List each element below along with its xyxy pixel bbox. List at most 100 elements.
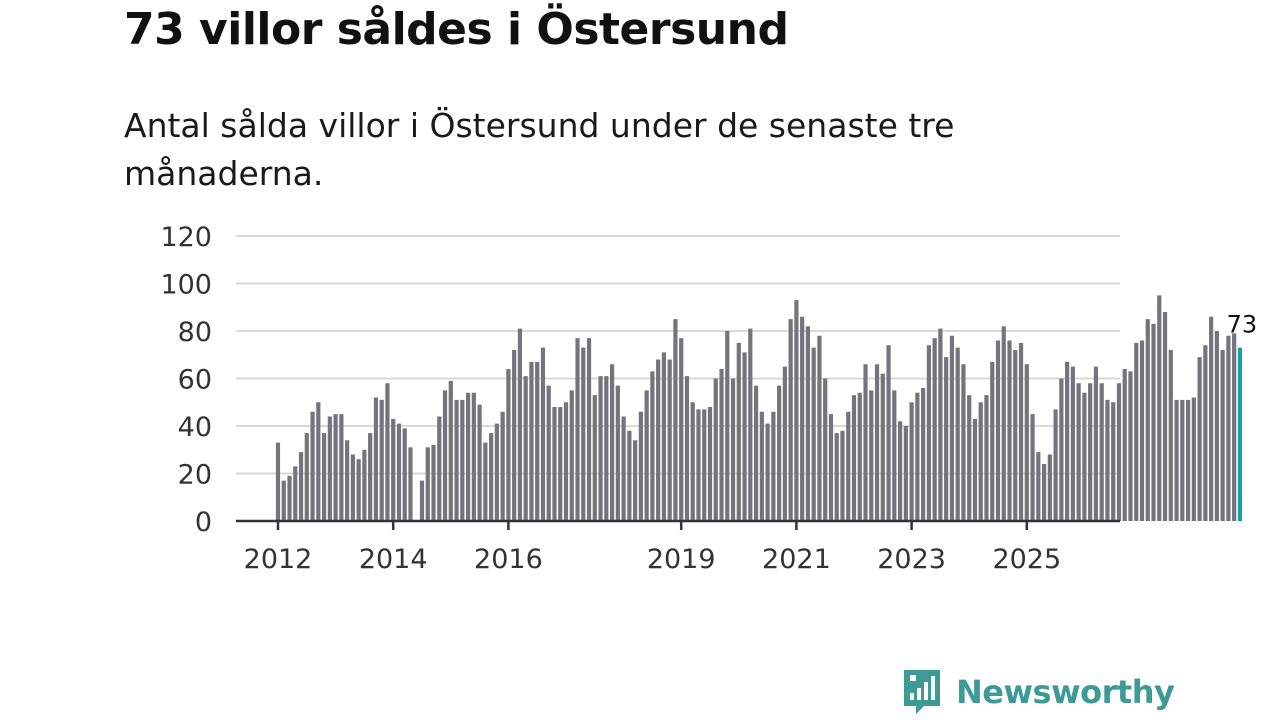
- bar: [598, 376, 603, 521]
- bar: [604, 376, 609, 521]
- bar: [1065, 361, 1070, 521]
- bar: [990, 361, 995, 521]
- bar: [846, 411, 851, 521]
- annotations: 73: [1227, 311, 1258, 339]
- bar: [592, 395, 597, 521]
- bar: [800, 316, 805, 521]
- bar: [932, 338, 937, 521]
- bar: [782, 366, 787, 521]
- bar: [897, 421, 903, 521]
- bar: [391, 418, 396, 521]
- bar: [1111, 402, 1116, 521]
- bar: [811, 347, 816, 521]
- y-axis-labels: 0 20 40 60 80 100 120: [160, 222, 212, 538]
- y-tick-label: 0: [195, 507, 212, 538]
- bar: [1024, 364, 1029, 521]
- bar: [1185, 399, 1191, 521]
- bar: [546, 385, 551, 521]
- bar: [650, 371, 655, 521]
- bar: [437, 416, 442, 521]
- x-axis: 2012 2014 2016 2019 2021 2023 2025: [236, 519, 1120, 575]
- bar: [563, 402, 569, 521]
- bar: [869, 390, 874, 521]
- bar: [719, 369, 724, 521]
- bar: [1070, 366, 1075, 521]
- bar: [333, 414, 338, 521]
- bar: [633, 440, 638, 521]
- bar: [765, 423, 770, 521]
- bar: [281, 480, 286, 521]
- bar: [345, 440, 350, 521]
- bar: [713, 378, 718, 521]
- bar: [419, 480, 425, 521]
- y-tick-label: 80: [178, 317, 212, 348]
- bar: [828, 414, 834, 521]
- bar: [949, 335, 955, 521]
- bar: [978, 402, 983, 521]
- bar: [552, 407, 557, 521]
- bar: [707, 407, 713, 521]
- bar: [454, 399, 459, 521]
- bar: [1128, 371, 1133, 521]
- bar: [494, 423, 499, 521]
- bar: [771, 411, 776, 521]
- bar: [1180, 399, 1185, 521]
- bar: [834, 433, 839, 521]
- chart-title: 73 villor såldes i Östersund: [124, 4, 789, 55]
- bar: [465, 392, 471, 521]
- bar: [880, 373, 885, 521]
- y-tick-label: 20: [178, 460, 212, 491]
- bar: [777, 385, 782, 521]
- bar: [1076, 383, 1081, 521]
- bar: [874, 364, 880, 521]
- x-tick-label: 2016: [474, 544, 543, 575]
- bar: [586, 338, 592, 521]
- bar: [944, 357, 949, 521]
- bar: [921, 388, 926, 521]
- bar: [1203, 345, 1208, 521]
- bar: [609, 364, 615, 521]
- bar: [673, 319, 678, 521]
- bar: [350, 454, 355, 521]
- y-tick-label: 120: [160, 222, 212, 253]
- bar: [667, 359, 672, 521]
- bar: [1093, 366, 1099, 521]
- bar: [483, 442, 488, 521]
- last-value-label: 73: [1227, 311, 1258, 339]
- bar: [1099, 383, 1104, 521]
- bar: [339, 414, 344, 521]
- bar: [500, 411, 505, 521]
- bar: [909, 402, 914, 521]
- bar: [615, 385, 620, 521]
- bar: [915, 392, 920, 521]
- bar: [679, 338, 684, 521]
- bar: [1151, 323, 1156, 521]
- bar: [304, 433, 309, 521]
- bar: [1105, 399, 1110, 521]
- bar: [275, 442, 281, 521]
- bar: [385, 383, 390, 521]
- bar: [742, 352, 747, 521]
- bar: [753, 385, 759, 521]
- bar: [1007, 340, 1012, 521]
- bar: [696, 409, 701, 521]
- bar: [984, 395, 989, 521]
- bar: [1116, 383, 1122, 521]
- bars: [275, 295, 1243, 521]
- bar: [644, 390, 649, 521]
- bar: [517, 328, 523, 521]
- bar: [886, 345, 891, 521]
- bar: [903, 426, 908, 521]
- brand-logo: Newsworthy: [902, 668, 1175, 716]
- brand-name: Newsworthy: [956, 673, 1175, 711]
- x-tick-label: 2019: [647, 544, 716, 575]
- bar: [362, 449, 367, 521]
- bar: [558, 407, 563, 521]
- bar: [1047, 454, 1052, 521]
- bar: [402, 428, 407, 521]
- bar: [1220, 350, 1225, 521]
- bar: [656, 359, 661, 521]
- bar: [529, 361, 534, 521]
